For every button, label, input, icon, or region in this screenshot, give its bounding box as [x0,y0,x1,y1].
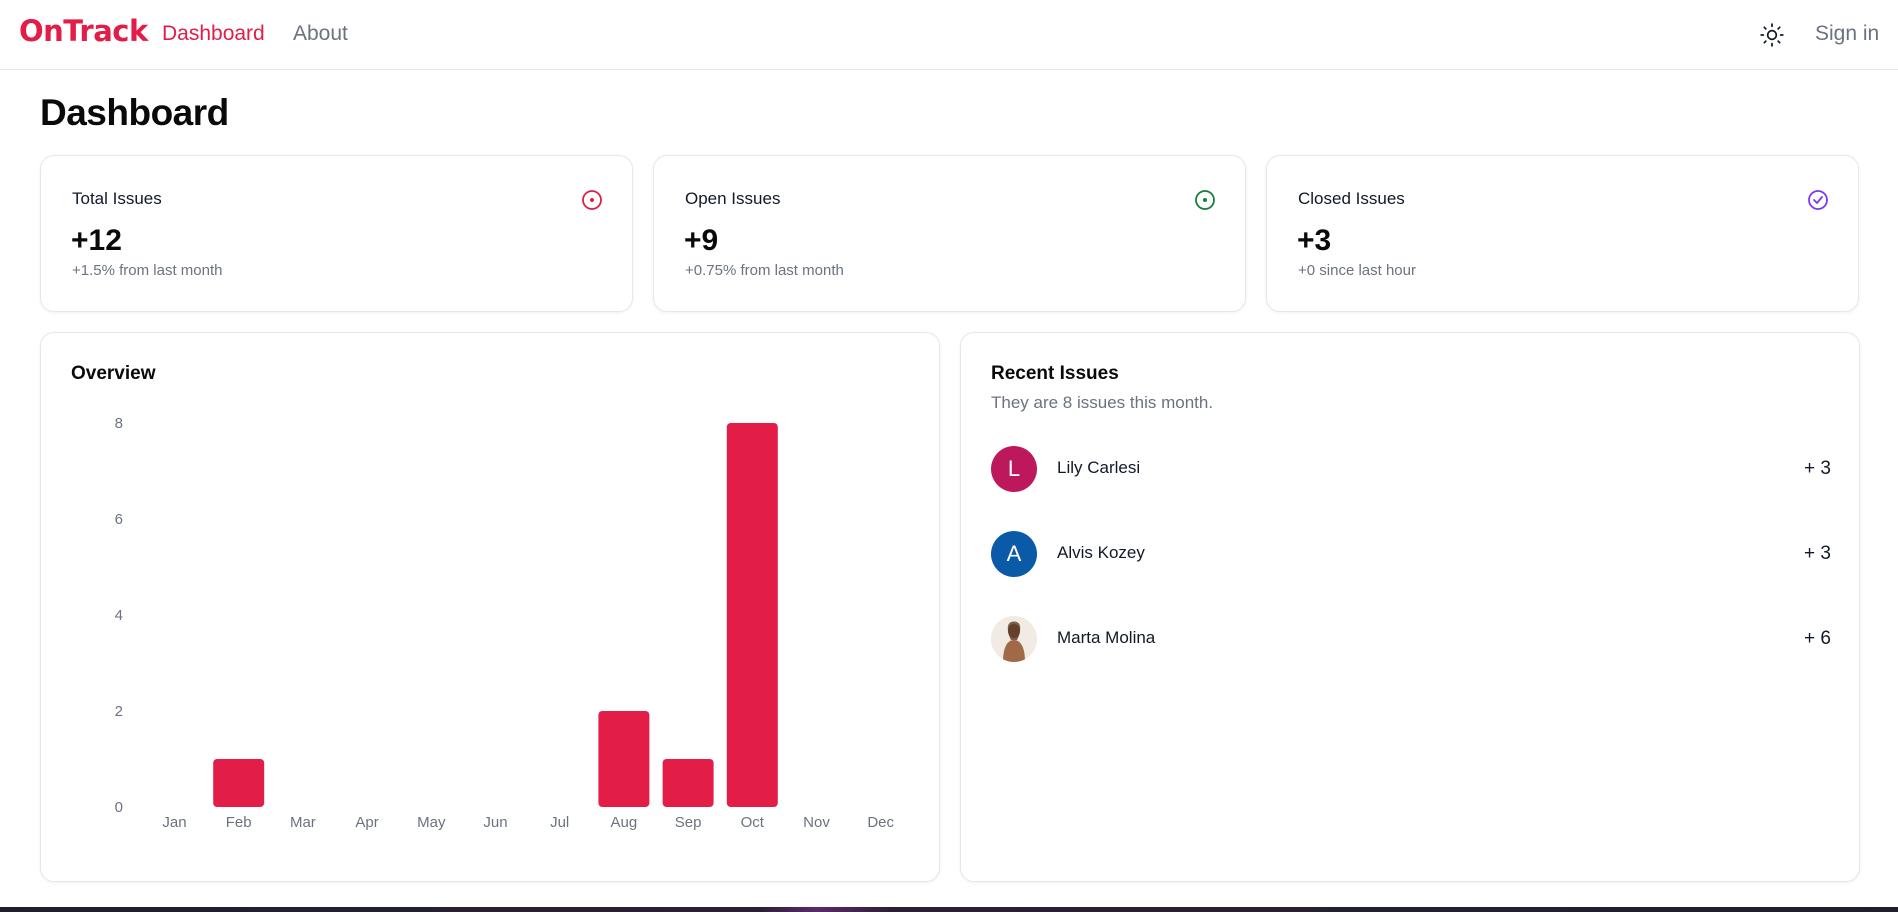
y-tick-label: 8 [115,415,123,432]
x-tick-label: Mar [290,814,316,831]
issue-count: + 3 [1804,458,1831,479]
issue-author-name: Alvis Kozey [1057,543,1145,562]
bar-sep[interactable] [662,759,714,807]
y-tick-label: 2 [115,703,123,720]
bar-aug[interactable] [598,711,650,807]
x-tick-label: Jun [483,814,507,831]
bottom-edge-bar [0,907,1898,912]
x-tick-label: Dec [867,814,894,831]
x-tick-label: Aug [611,814,638,831]
sun-icon [1760,23,1784,47]
overview-card: Overview 0 2 4 6 8 Jan Feb Mar Apr May Jun Jul Aug Se… [40,332,940,882]
recent-issue-row[interactable]: Marta Molina + 6 [991,616,1831,662]
theme-toggle-button[interactable] [1759,22,1785,48]
sign-in-link[interactable]: Sign in [1815,22,1880,45]
issue-count: + 6 [1804,628,1831,649]
overview-bar-chart: 0 2 4 6 8 Jan Feb Mar Apr May Jun Jul Aug Sep Oct Nov De… [115,415,895,831]
x-tick-label: Oct [741,814,765,831]
recent-issues-title: Recent Issues [991,363,1119,384]
stat-subtext: +0.75% from last month [685,262,844,279]
stat-subtext: +0 since last hour [1298,262,1416,279]
issue-circle-icon [582,190,602,210]
stat-card-total-issues: Total Issues +12 +1.5% from last month [40,155,633,312]
stat-value: +9 [684,224,719,257]
stat-subtext: +1.5% from last month [72,262,223,279]
recent-issue-row[interactable]: L Lily Carlesi + 3 [991,446,1831,492]
stat-value: +3 [1297,224,1332,257]
x-tick-label: Sep [675,814,702,831]
bar-oct[interactable] [726,423,778,807]
app-logo[interactable]: OnTrack [19,14,148,48]
stat-label: Closed Issues [1298,189,1405,208]
y-tick-label: 4 [115,607,123,624]
avatar-photo [991,616,1037,662]
recent-issue-row[interactable]: A Alvis Kozey + 3 [991,531,1831,577]
x-tick-label: Jan [162,814,186,831]
y-tick-label: 6 [115,511,123,528]
avatar: L [991,446,1037,492]
person-photo-icon [991,616,1037,662]
nav-link-dashboard[interactable]: Dashboard [162,22,265,45]
recent-issues-subtitle: They are 8 issues this month. [991,393,1214,412]
page-title: Dashboard [40,92,229,133]
stat-value: +12 [71,224,122,257]
issue-open-icon [1195,190,1215,210]
issue-count: + 3 [1804,543,1831,564]
x-tick-label: Feb [226,814,252,831]
overview-title: Overview [71,363,156,384]
issue-author-name: Lily Carlesi [1057,458,1141,477]
y-tick-label: 0 [115,799,123,816]
x-tick-label: May [417,814,446,831]
recent-issues-card: Recent Issues They are 8 issues this mon… [960,332,1860,882]
x-tick-label: Apr [355,814,378,831]
stat-card-closed-issues: Closed Issues +3 +0 since last hour [1266,155,1859,312]
avatar: A [991,531,1037,577]
nav-link-about[interactable]: About [293,22,348,45]
x-tick-label: Nov [803,814,830,831]
stat-label: Total Issues [72,189,162,208]
issue-author-name: Marta Molina [1057,628,1156,647]
stat-card-open-issues: Open Issues +9 +0.75% from last month [653,155,1246,312]
stat-label: Open Issues [685,189,781,208]
top-navbar: OnTrack Dashboard About Sign in [0,0,1898,70]
bar-feb[interactable] [213,759,265,807]
check-circle-icon [1808,190,1828,210]
x-tick-label: Jul [550,814,569,831]
